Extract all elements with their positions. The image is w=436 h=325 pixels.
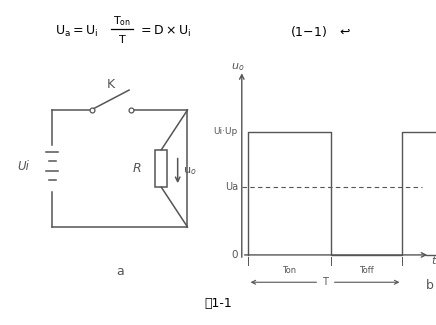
Text: $\mathrm{T}$: $\mathrm{T}$ (118, 33, 126, 45)
Text: R: R (133, 162, 142, 175)
Text: $\mathrm{T_{on}}$: $\mathrm{T_{on}}$ (113, 15, 131, 28)
Text: Ui·Up: Ui·Up (214, 127, 238, 136)
Text: $\mathrm{= D \times U_i}$: $\mathrm{= D \times U_i}$ (138, 24, 191, 39)
Text: Ua: Ua (225, 182, 238, 192)
Text: $u_o$: $u_o$ (231, 61, 245, 73)
Text: $t$: $t$ (431, 254, 436, 266)
Text: Toff: Toff (359, 266, 374, 275)
Text: a: a (116, 265, 124, 278)
Text: $\mathrm{U_a = U_i}$: $\mathrm{U_a = U_i}$ (55, 24, 98, 39)
Text: Ui: Ui (17, 160, 30, 173)
Text: u$_o$: u$_o$ (183, 165, 197, 177)
Bar (155, 150, 167, 187)
Text: 图1-1: 图1-1 (204, 297, 232, 310)
Text: b: b (426, 279, 434, 292)
Text: $(1\mathrm{-}1)$: $(1\mathrm{-}1)$ (290, 24, 327, 39)
Text: T: T (322, 277, 328, 287)
Text: $\hookleftarrow$: $\hookleftarrow$ (337, 25, 351, 38)
Text: K: K (107, 78, 115, 91)
Text: 0: 0 (232, 250, 238, 260)
Text: Ton: Ton (283, 266, 296, 275)
